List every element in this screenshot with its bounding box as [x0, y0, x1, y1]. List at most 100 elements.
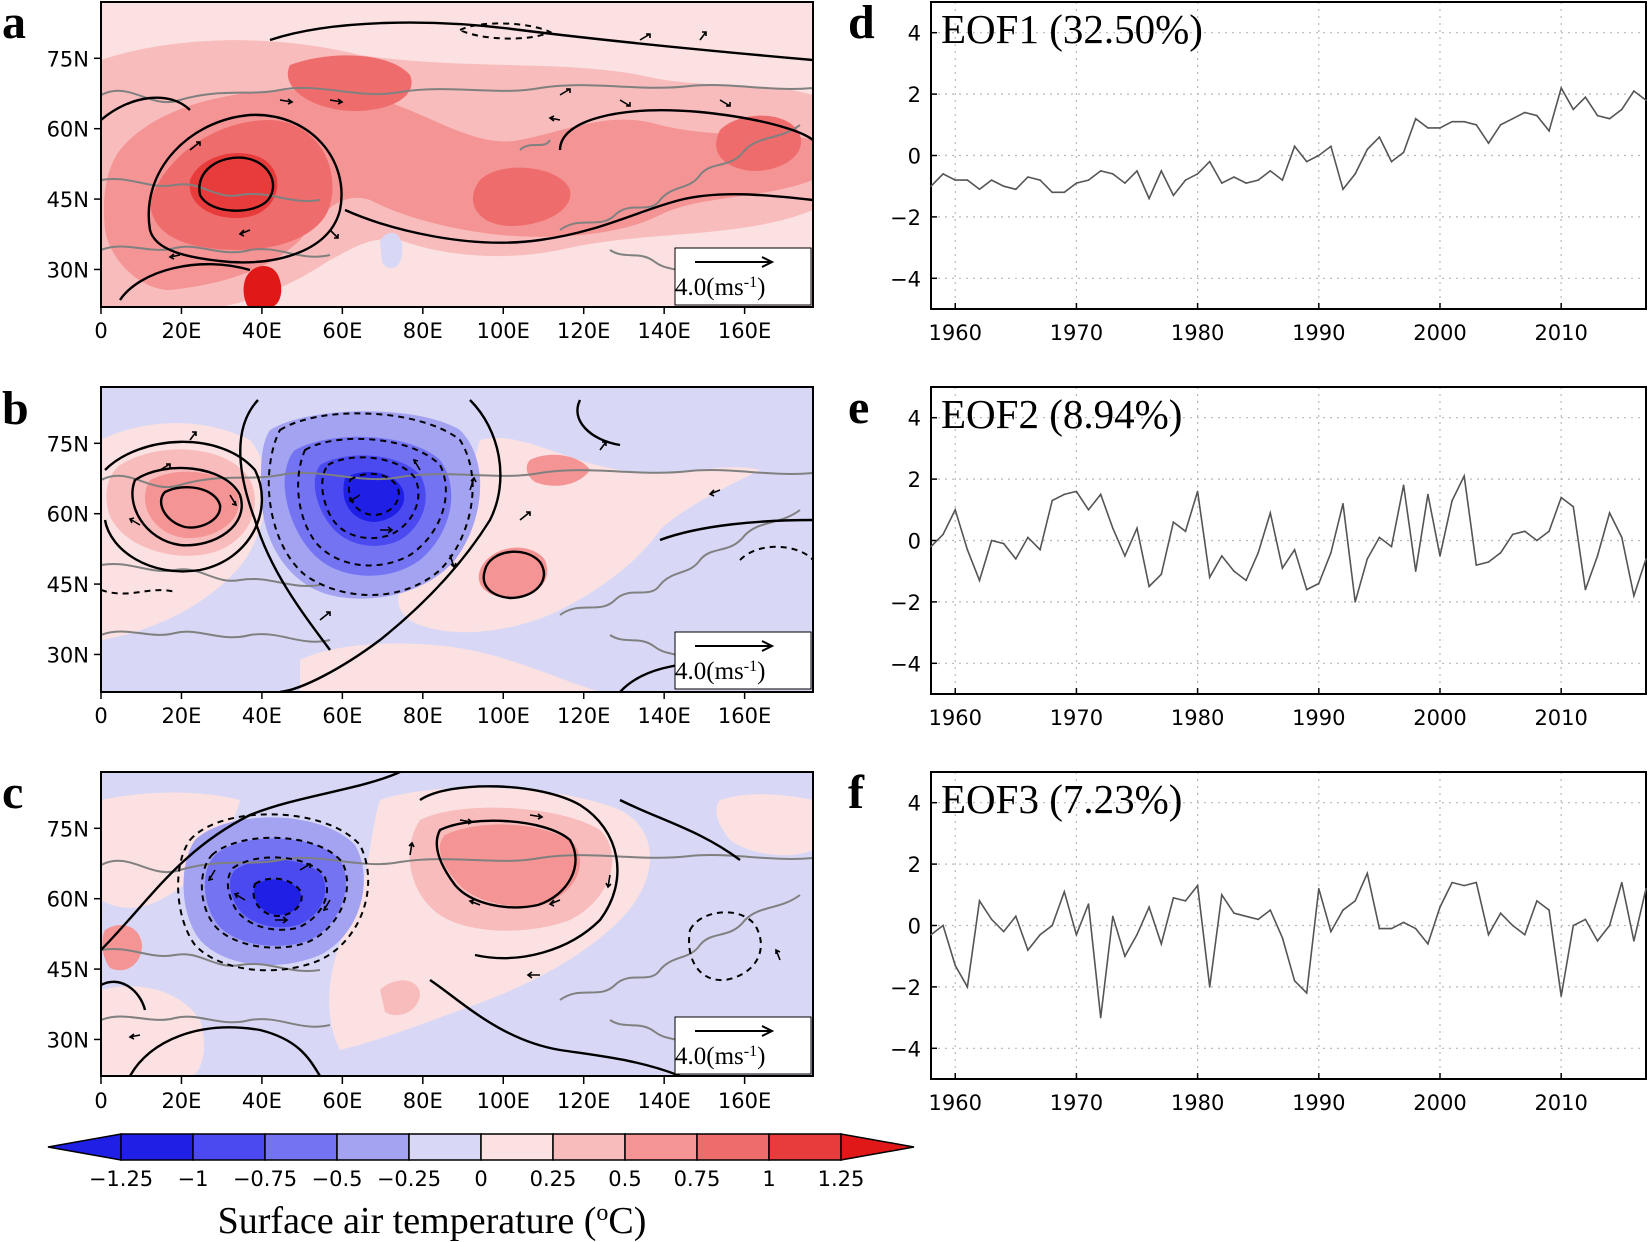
data-point	[966, 986, 969, 988]
pressure-contours-b	[103, 399, 813, 692]
data-point	[1015, 188, 1017, 191]
data-point	[1233, 176, 1235, 178]
data-point	[1233, 570, 1235, 572]
data-point	[1305, 992, 1308, 994]
data-point	[978, 579, 981, 582]
data-point	[1439, 127, 1441, 129]
lat-tick-label-b: 60N	[47, 503, 89, 527]
data-point	[1390, 927, 1393, 930]
data-point	[1063, 191, 1066, 194]
data-point	[1305, 588, 1308, 591]
data-point	[1245, 182, 1247, 184]
data-point	[1451, 120, 1453, 123]
data-point	[942, 533, 944, 536]
data-point	[1560, 496, 1562, 499]
data-point	[978, 900, 981, 902]
reference-arrow-a	[695, 256, 775, 268]
data-point	[930, 933, 932, 936]
data-point	[1148, 197, 1150, 200]
data-point	[1196, 884, 1199, 887]
data-point	[1281, 567, 1284, 569]
data-point	[1390, 160, 1393, 163]
series-title-d: EOF1 (32.50%)	[941, 6, 1203, 52]
data-point	[1160, 170, 1163, 172]
data-point	[1027, 536, 1029, 539]
wind-vectors-c	[128, 813, 781, 1040]
data-point	[1645, 887, 1647, 890]
data-point	[1124, 182, 1126, 184]
data-point	[1402, 151, 1405, 154]
lat-tick-label-c: 60N	[47, 888, 89, 912]
y-tick-label: −4	[890, 1037, 921, 1061]
data-point	[1524, 530, 1526, 533]
data-point	[1172, 897, 1175, 899]
shading-neg-1-c	[253, 879, 302, 915]
data-point	[1269, 909, 1272, 911]
data-point	[1330, 145, 1332, 148]
colorbar-tick-label: 0.5	[608, 1167, 641, 1191]
temperature-shading-a	[101, 2, 813, 307]
data-point	[1487, 933, 1490, 936]
y-tick-label: −2	[890, 591, 921, 615]
shading-neg-a	[380, 232, 403, 269]
colorbar-swatch	[264, 1133, 338, 1161]
data-point	[1027, 949, 1029, 951]
panel-letter-e: e	[848, 381, 869, 434]
data-point	[990, 539, 993, 542]
lat-tick-label-a: 45N	[47, 188, 89, 212]
data-point	[1560, 87, 1562, 89]
data-point	[1221, 555, 1223, 557]
data-point	[1184, 900, 1187, 902]
data-point	[1172, 194, 1175, 197]
wind-vectors-b	[128, 431, 721, 621]
data-point	[1572, 924, 1575, 927]
x-tick-label: 1990	[1292, 1091, 1345, 1115]
data-point	[1402, 921, 1405, 924]
reference-vector-box-c: 4.0(ms-1)	[674, 1016, 812, 1075]
x-tick-label: 1960	[929, 706, 982, 730]
coastlines-a	[101, 84, 813, 281]
data-point	[1257, 179, 1259, 181]
lon-tick-label-c: 100E	[477, 1089, 530, 1113]
data-point	[1087, 903, 1090, 905]
lon-tick-label-a: 80E	[403, 319, 443, 343]
y-tick-label: 2	[908, 83, 921, 107]
map-axes: 0 20E 40E 60E 80E 100E 120E 140E 160E 75N 60N 45N 30…	[47, 47, 772, 1113]
colorbar-tick-label: −0.5	[312, 1167, 363, 1191]
lon-tick-label-a: 40E	[242, 319, 282, 343]
data-point	[1051, 191, 1053, 194]
shading-pos-c	[101, 792, 240, 908]
data-point	[1342, 188, 1344, 191]
data-point	[1233, 912, 1235, 914]
y-tick-label: 0	[908, 145, 921, 169]
data-point	[1378, 927, 1381, 930]
data-point	[1015, 558, 1017, 560]
lon-tick-label-a: 120E	[557, 319, 610, 343]
series-line-f	[930, 870, 1647, 1018]
panel-letter-a: a	[2, 0, 26, 49]
colorbar-swatch	[624, 1133, 698, 1161]
data-point	[1318, 582, 1320, 585]
data-point	[1257, 918, 1259, 921]
data-point	[1548, 530, 1550, 533]
colorbar-swatch	[192, 1133, 266, 1161]
lon-tick-label-b: 100E	[477, 704, 530, 728]
series-line-e	[930, 473, 1647, 603]
data-point	[1596, 940, 1599, 942]
data-point	[1099, 170, 1102, 172]
colorbar-swatch	[696, 1133, 770, 1161]
data-point	[1269, 512, 1272, 514]
data-point	[1112, 173, 1114, 175]
time-series-panel-d: 1960 1970 1980 1990 2000 2010 4 2 0 −2 −4 EOF1 (32.…	[848, 0, 1647, 345]
data-point	[1148, 906, 1150, 908]
x-tick-label: 1970	[1050, 706, 1103, 730]
data-point	[1293, 980, 1296, 982]
lon-tick-label-c: 160E	[718, 1089, 771, 1113]
data-point	[1039, 548, 1041, 551]
lon-tick-label-a: 20E	[161, 319, 201, 343]
colorbar: −1.25 −1 −0.75 −0.5 −0.25 0 0.25 0.5 0.75 1 1.25 Su…	[47, 1133, 915, 1242]
map-panel-c: c	[2, 766, 814, 1077]
data-point	[1499, 552, 1502, 554]
negative-contours-b	[101, 412, 813, 596]
data-point	[1245, 915, 1247, 918]
